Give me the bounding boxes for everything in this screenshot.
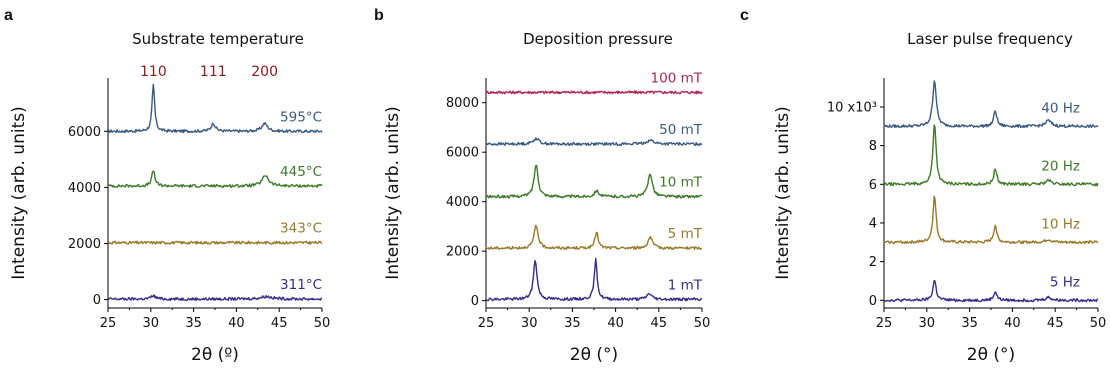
x-tick-label: 45 [1047,316,1064,331]
x-tick-label: 30 [919,316,936,331]
y-tick-label: 4000 [68,181,101,196]
trace-343-c [107,240,323,245]
panel-letter-c: c [740,7,749,24]
peak-label-110: 110 [140,64,167,80]
y-tick-label: 8000 [446,96,479,111]
x-tick-label: 40 [1004,316,1021,331]
panel-b: Deposition pressure 25 30 35 40 45 50 0 2000 4000… [383,30,710,365]
series-label: 5 mT [668,226,703,242]
series-label: 343°C [280,221,322,237]
y-tick-label: 0 [869,294,877,309]
x-tick-label: 30 [521,316,538,331]
y-tick-label: 10 x10³ [827,100,877,115]
trace-445-c [107,170,323,188]
x-tick-label: 35 [961,316,978,331]
series-label: 445°C [280,164,322,180]
trace-5-mt [485,224,703,250]
y-tick-label: 2000 [446,245,479,260]
x-tick-label: 50 [1090,316,1107,331]
y-axis-label: Intensity (arb. units) [773,106,793,279]
series-label: 595°C [280,109,322,125]
trace-5-hz [883,279,1099,303]
trace-311-c [107,294,322,302]
panel-c-title: Laser pulse frequency [907,30,1073,48]
panel-a-title: Substrate temperature [132,30,304,48]
x-tick-label: 45 [271,316,288,331]
x-axis-label: 2θ (º) [191,345,239,365]
x-tick-label: 25 [100,316,117,331]
y-tick-label: 4000 [446,195,479,210]
x-tick-label: 35 [185,316,202,331]
x-tick-label: 50 [314,316,331,331]
y-tick-label: 2 [869,255,877,270]
x-tick-label: 40 [607,316,624,331]
y-axis-label: Intensity (arb. units) [383,106,403,279]
trace-100-mt [485,90,703,95]
panel-letter-a: a [4,7,13,24]
panel-c: Laser pulse frequency 25 30 35 40 45 50 0 2 4 6 8 10… [773,30,1106,365]
y-axis-label: Intensity (arb. units) [9,106,29,279]
y-tick-label: 2000 [68,237,101,252]
panel-a: Substrate temperature 25 30 35 40 45 50 0 2000 40… [9,30,330,365]
x-axis-label: 2θ (°) [967,345,1015,365]
peak-label-200: 200 [251,64,278,80]
series-label: 50 mT [659,122,703,138]
trace-10-mt [485,164,703,199]
x-tick-label: 35 [564,316,581,331]
series-label: 10 mT [659,175,703,191]
y-tick-label: 0 [471,294,479,309]
panel-letter-b: b [374,7,384,24]
trace-40-hz [883,80,1099,129]
series-label: 5 Hz [1050,274,1080,290]
series-label: 20 Hz [1041,158,1080,174]
x-tick-label: 50 [694,316,711,331]
y-tick-label: 6000 [68,125,101,140]
series-label: 1 mT [668,277,703,293]
series-label: 311°C [280,277,322,293]
y-tick-label: 6 [869,178,877,193]
x-tick-label: 25 [478,316,495,331]
series-label: 10 Hz [1041,216,1080,232]
trace-10-hz [883,195,1099,245]
peak-label-111: 111 [200,64,227,80]
y-tick-label: 0 [93,293,101,308]
x-tick-label: 45 [651,316,668,331]
series-label: 40 Hz [1041,100,1080,116]
series-label: 100 mT [651,70,703,86]
trace-595-c [107,83,323,134]
y-tick-label: 6000 [446,146,479,161]
x-tick-label: 40 [228,316,245,331]
trace-50-mt [485,137,703,147]
y-tick-label: 4 [869,216,877,231]
trace-20-hz [883,124,1099,187]
x-tick-label: 25 [876,316,893,331]
x-tick-label: 30 [143,316,160,331]
y-tick-label: 8 [869,139,877,154]
x-axis-label: 2θ (°) [570,345,618,365]
panel-b-title: Deposition pressure [523,30,673,48]
trace-1-mt [486,257,703,302]
